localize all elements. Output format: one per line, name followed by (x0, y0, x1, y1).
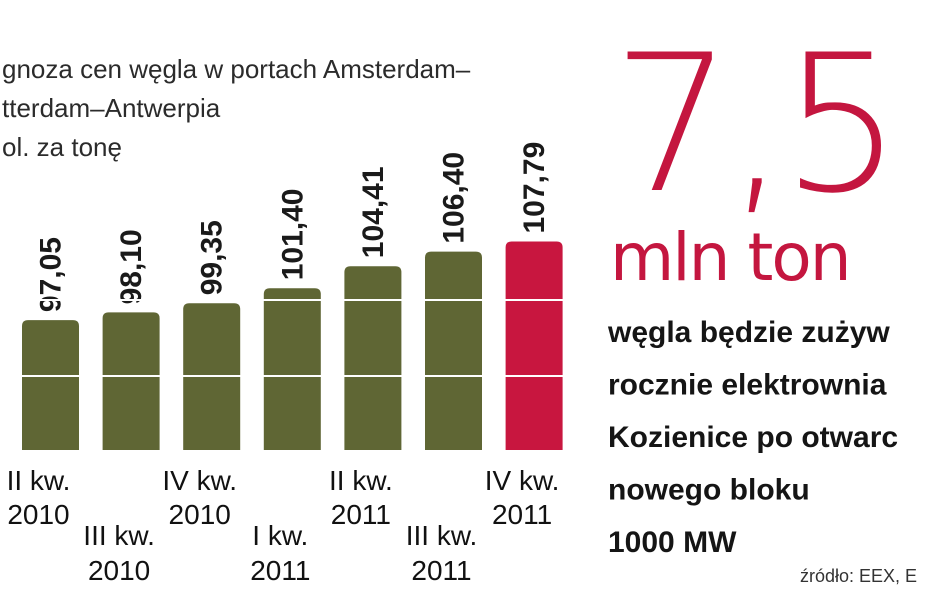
x-tick-label: II kw. (7, 465, 71, 496)
bar (505, 241, 563, 450)
x-tick-label: III kw. (83, 520, 155, 551)
callout-text: Kozienice po otwarc (608, 421, 898, 454)
x-tick-label: IV kw. (485, 465, 560, 496)
x-tick-label: I kw. (252, 520, 308, 551)
x-tick-label: II kw. (329, 465, 393, 496)
bar (102, 312, 160, 450)
callout-value: 7,5 (612, 14, 896, 235)
x-tick-label: 2011 (411, 555, 471, 586)
chart-title: gnoza cen węgla w portach Amsterdam– (2, 54, 471, 84)
bar (425, 251, 482, 450)
value-label: 101,40 (276, 188, 309, 280)
bar (344, 266, 402, 450)
x-tick-label: 2010 (7, 499, 69, 530)
callout-text: nowego bloku (608, 474, 810, 507)
x-tick-label: IV kw. (162, 465, 237, 496)
value-label: 107,79 (518, 142, 551, 234)
x-tick-label: 2010 (88, 555, 150, 586)
callout-text: 1000 MW (608, 526, 737, 559)
x-tick-label: 2011 (331, 499, 391, 530)
value-label: 98,10 (115, 229, 148, 304)
bar (263, 288, 321, 450)
source: źródło: EEX, E (800, 566, 917, 586)
x-tick-label: 2011 (250, 555, 310, 586)
bar (22, 320, 79, 450)
x-tick-label: 2011 (492, 499, 552, 530)
value-label: 99,35 (196, 220, 229, 295)
x-tick-label: 2010 (169, 499, 231, 530)
chart-title: tterdam–Antwerpia (2, 93, 221, 123)
value-label: 104,41 (357, 166, 390, 258)
callout-text: węgla będzie zużyw (607, 316, 890, 349)
value-label: 106,40 (438, 152, 471, 244)
callout-unit: mln ton (610, 219, 850, 296)
x-tick-label: III kw. (406, 520, 478, 551)
callout-text: rocznie elektrownia (608, 369, 887, 402)
chart-title: ol. za tonę (2, 132, 122, 162)
